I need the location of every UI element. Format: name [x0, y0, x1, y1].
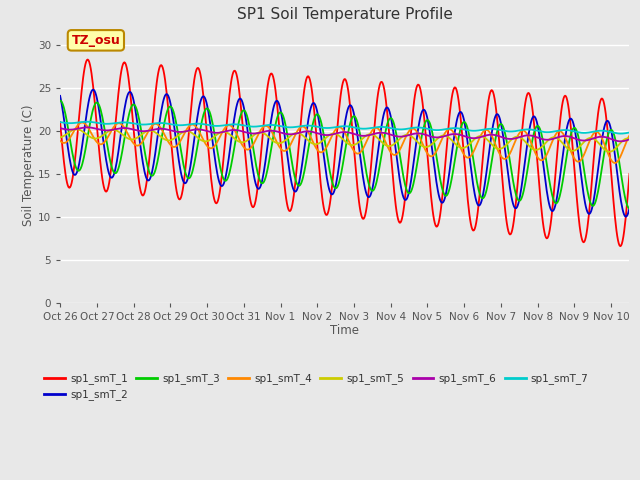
sp1_smT_3: [59, 100, 67, 106]
sp1_smT_7: [137, 121, 145, 127]
sp1_smT_7: [479, 127, 487, 132]
sp1_smT_7: [321, 125, 329, 131]
Line: sp1_smT_1: sp1_smT_1: [60, 60, 630, 246]
Line: sp1_smT_4: sp1_smT_4: [60, 122, 630, 163]
Y-axis label: Soil Temperature (C): Soil Temperature (C): [22, 105, 35, 226]
sp1_smT_3: [56, 98, 64, 104]
sp1_smT_5: [300, 133, 308, 139]
sp1_smT_7: [626, 130, 634, 135]
sp1_smT_4: [479, 129, 487, 135]
sp1_smT_1: [626, 171, 634, 177]
sp1_smT_4: [300, 124, 308, 130]
sp1_smT_2: [622, 214, 630, 219]
sp1_smT_3: [136, 120, 143, 126]
sp1_smT_6: [83, 124, 91, 130]
sp1_smT_4: [56, 138, 64, 144]
Title: SP1 Soil Temperature Profile: SP1 Soil Temperature Profile: [237, 7, 452, 22]
Text: TZ_osu: TZ_osu: [72, 34, 120, 47]
sp1_smT_1: [321, 211, 329, 216]
sp1_smT_3: [465, 130, 472, 135]
sp1_smT_7: [465, 128, 473, 133]
sp1_smT_6: [56, 125, 64, 131]
sp1_smT_1: [479, 151, 487, 156]
sp1_smT_5: [321, 135, 329, 141]
sp1_smT_7: [56, 119, 64, 125]
sp1_smT_1: [465, 211, 473, 217]
sp1_smT_2: [626, 205, 634, 211]
sp1_smT_6: [59, 126, 67, 132]
sp1_smT_2: [321, 165, 329, 170]
sp1_smT_7: [300, 123, 308, 129]
sp1_smT_5: [56, 134, 64, 140]
sp1_smT_2: [59, 106, 67, 111]
sp1_smT_4: [137, 141, 145, 147]
sp1_smT_1: [616, 243, 624, 249]
sp1_smT_3: [321, 136, 328, 142]
sp1_smT_1: [56, 119, 64, 125]
Line: sp1_smT_3: sp1_smT_3: [60, 101, 630, 208]
sp1_smT_3: [299, 174, 307, 180]
sp1_smT_1: [59, 144, 67, 150]
sp1_smT_4: [626, 132, 634, 138]
sp1_smT_4: [79, 120, 86, 125]
sp1_smT_5: [479, 134, 487, 140]
X-axis label: Time: Time: [330, 324, 359, 336]
sp1_smT_2: [465, 153, 473, 158]
sp1_smT_2: [56, 93, 64, 99]
Line: sp1_smT_5: sp1_smT_5: [60, 129, 630, 152]
sp1_smT_5: [137, 132, 145, 138]
sp1_smT_7: [59, 120, 67, 125]
sp1_smT_5: [465, 142, 473, 147]
sp1_smT_3: [626, 205, 634, 211]
Line: sp1_smT_6: sp1_smT_6: [60, 127, 630, 141]
sp1_smT_1: [137, 188, 145, 193]
sp1_smT_5: [626, 136, 634, 142]
sp1_smT_5: [605, 149, 613, 155]
sp1_smT_6: [465, 135, 473, 141]
sp1_smT_4: [321, 146, 329, 152]
sp1_smT_2: [137, 144, 145, 150]
sp1_smT_5: [59, 134, 67, 140]
sp1_smT_6: [616, 138, 624, 144]
sp1_smT_6: [479, 133, 487, 139]
Legend: sp1_smT_1, sp1_smT_2, sp1_smT_3, sp1_smT_4, sp1_smT_5, sp1_smT_6, sp1_smT_7: sp1_smT_1, sp1_smT_2, sp1_smT_3, sp1_smT…: [40, 369, 593, 405]
sp1_smT_4: [59, 140, 67, 145]
sp1_smT_3: [479, 195, 486, 201]
sp1_smT_1: [300, 90, 308, 96]
sp1_smT_1: [84, 57, 92, 62]
sp1_smT_6: [137, 128, 145, 134]
Line: sp1_smT_7: sp1_smT_7: [60, 122, 630, 133]
Line: sp1_smT_2: sp1_smT_2: [60, 90, 630, 216]
sp1_smT_4: [611, 160, 619, 166]
sp1_smT_7: [617, 131, 625, 136]
sp1_smT_6: [626, 136, 634, 142]
sp1_smT_7: [83, 119, 91, 125]
sp1_smT_4: [465, 155, 473, 160]
sp1_smT_6: [300, 129, 308, 134]
sp1_smT_2: [479, 192, 487, 197]
sp1_smT_2: [300, 149, 308, 155]
sp1_smT_6: [321, 132, 329, 138]
sp1_smT_2: [89, 87, 97, 93]
sp1_smT_5: [72, 126, 80, 132]
